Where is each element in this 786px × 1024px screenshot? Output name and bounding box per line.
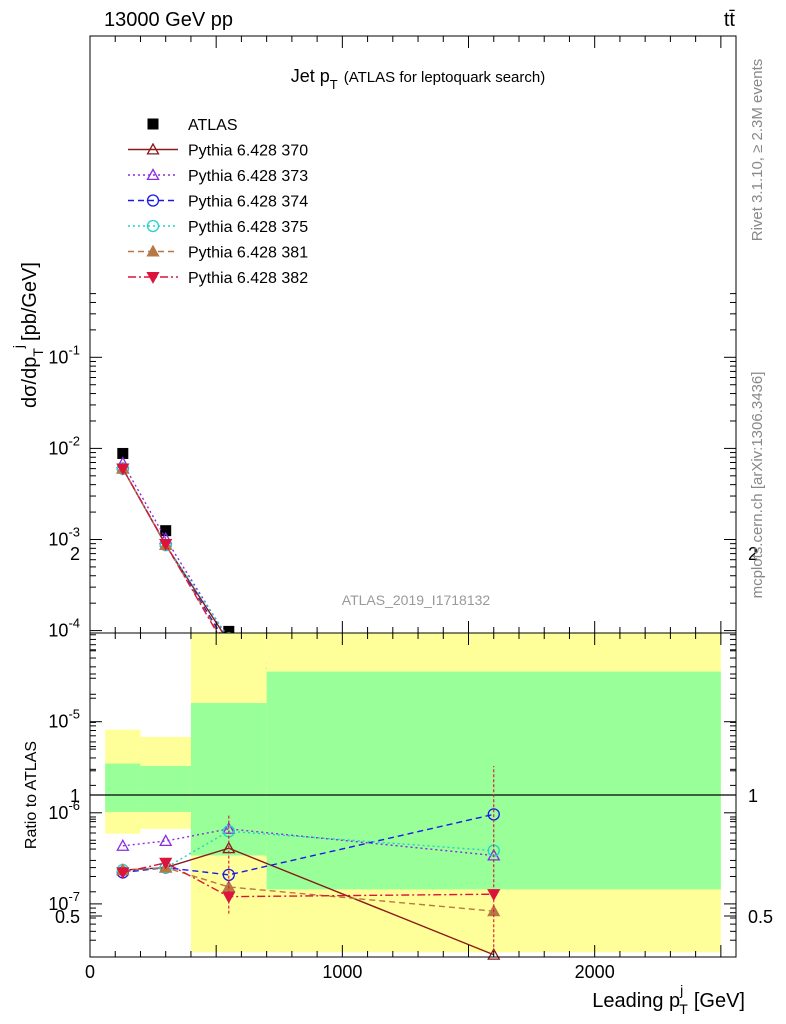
ratio-point-p373 xyxy=(116,838,130,851)
ratio-line-p382 xyxy=(122,862,494,898)
ratio-y-tick-label-right: 0.5 xyxy=(748,907,773,927)
ratio-line-p374 xyxy=(122,813,494,876)
legend: ATLAS Pythia 6.428 370 Pythia 6.428 373 Pyt… xyxy=(128,117,308,287)
legend-entry-p374: Pythia 6.428 374 xyxy=(128,194,308,211)
process-label: 13000 GeV pp xyxy=(104,9,233,31)
legend-label: Pythia 6.428 381 xyxy=(188,245,308,262)
ratio-series-p382 xyxy=(116,857,501,904)
ratio-point-p373 xyxy=(159,834,173,847)
legend-label: Pythia 6.428 382 xyxy=(188,270,308,287)
legend-marker xyxy=(146,168,160,181)
series-line-p382 xyxy=(122,468,495,810)
ratio-y-tick-label-right: 1 xyxy=(748,786,758,806)
x-tick-label: 1000 xyxy=(322,962,362,982)
data-point-atlas xyxy=(160,525,172,537)
legend-marker xyxy=(146,194,160,207)
ratio-y-tick-label: 0.5 xyxy=(55,907,80,927)
x-axis-label: Leading pj T [GeV] xyxy=(592,982,745,1017)
y-tick-label: 10-4 xyxy=(48,616,80,641)
legend-label: ATLAS xyxy=(188,117,238,134)
ratio-y-tick-label: 2 xyxy=(70,544,80,564)
legend-entry-p375: Pythia 6.428 375 xyxy=(128,219,308,236)
y-tick-label: 10-7 xyxy=(48,889,80,914)
data-point-p382 xyxy=(116,463,130,476)
y-axis-label-main: dσ/dpTj[pb/GeV] xyxy=(10,262,46,408)
y-tick-label: 10-2 xyxy=(48,433,80,458)
legend-label: Pythia 6.428 375 xyxy=(188,219,308,236)
legend-marker xyxy=(146,142,160,155)
x-tick-label: 0 xyxy=(85,962,95,982)
uncertainty-band-inner xyxy=(190,703,267,856)
data-point-atlas xyxy=(117,447,129,459)
legend-marker xyxy=(146,244,160,257)
channel-label: tt̄ xyxy=(724,9,736,31)
ratio-y-tick-label: 1 xyxy=(70,786,80,806)
ratio-point-p370 xyxy=(487,947,501,960)
y-tick-label: 10-3 xyxy=(48,525,80,550)
ratio-line-p381 xyxy=(122,866,494,912)
uncertainty-band-inner xyxy=(105,763,141,812)
y-tick-label: 10-5 xyxy=(48,707,80,732)
main-panel: 10-1 10-2 10-3 10-4 10-5 10-6 10-7 Jet pT (ATLA… xyxy=(10,35,737,932)
ratio-panel: 0.5 0.5 1 1 2 2 0 1000 2000 Ratio to ATLAS Lead… xyxy=(23,544,773,1017)
legend-marker xyxy=(147,118,159,130)
data-point-p382 xyxy=(159,539,173,551)
data-point-atlas xyxy=(223,625,235,637)
legend-marker xyxy=(146,271,160,284)
legend-marker xyxy=(146,219,160,233)
ratio-point-p382 xyxy=(116,867,130,880)
y-axis-label-ratio: Ratio to ATLAS xyxy=(23,741,40,849)
legend-entry-p373: Pythia 6.428 373 xyxy=(128,168,308,185)
ratio-line-p373 xyxy=(122,828,494,857)
legend-entry-p370: Pythia 6.428 370 xyxy=(128,143,308,160)
rivet-version-label: Rivet 3.1.10, ≥ 2.3M events xyxy=(749,59,766,242)
y-tick-label: 10-1 xyxy=(48,342,80,367)
main-panel-frame xyxy=(89,35,737,634)
legend-entry-p382: Pythia 6.428 382 xyxy=(128,270,308,287)
legend-label: Pythia 6.428 373 xyxy=(188,168,308,185)
legend-label: Pythia 6.428 370 xyxy=(188,143,308,160)
analysis-watermark: ATLAS_2019_I1718132 xyxy=(342,592,491,608)
ratio-y-tick-label-right: 2 xyxy=(748,544,758,564)
legend-label: Pythia 6.428 374 xyxy=(188,194,308,211)
legend-entry-p381: Pythia 6.428 381 xyxy=(128,245,308,262)
legend-entry-atlas: ATLAS xyxy=(147,117,238,134)
x-tick-label: 2000 xyxy=(575,962,615,982)
y-tick-label: 10-6 xyxy=(48,798,80,823)
source-label: mcplots.cern.ch [arXiv:1306.3436] xyxy=(749,372,766,599)
uncertainty-band-inner xyxy=(140,765,191,812)
chart-title: Jet pT (ATLAS for leptoquark search) xyxy=(291,66,545,92)
ratio-point-p382 xyxy=(159,857,173,870)
